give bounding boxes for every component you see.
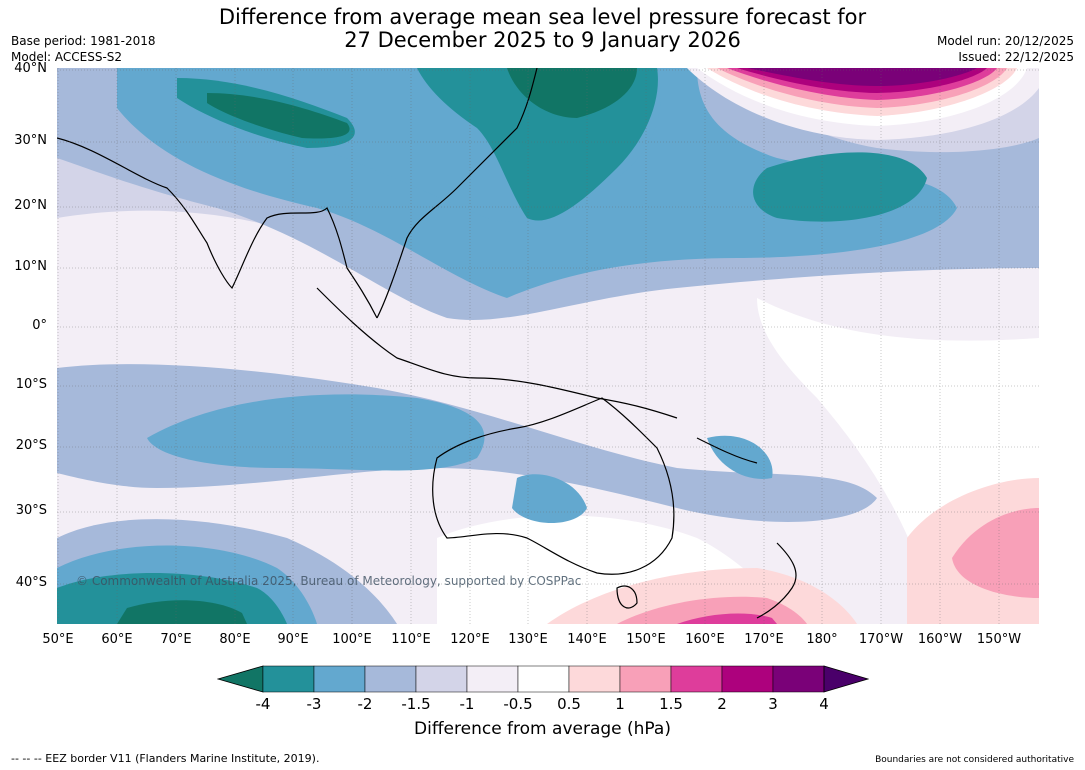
field-sp-high-2 bbox=[952, 508, 1039, 598]
colorbar-swatch bbox=[262, 665, 315, 693]
colorbar-label: Difference from average (hPa) bbox=[414, 719, 671, 739]
lat-label: 20°S bbox=[15, 438, 47, 453]
colorbar-tick-label: -3 bbox=[306, 695, 322, 713]
colorbar-swatch bbox=[466, 665, 519, 693]
lon-label: 160°E bbox=[685, 632, 725, 647]
coastlines bbox=[57, 68, 797, 619]
coast-maritime-continent bbox=[316, 287, 678, 419]
meta-right: Model run: 20/12/2025 Issued: 22/12/2025 bbox=[937, 33, 1074, 65]
lat-label: 20°N bbox=[14, 198, 47, 213]
colorbar-tick-label: 1 bbox=[615, 695, 625, 713]
colorbar-tick-label: 3 bbox=[768, 695, 778, 713]
coast-new-zealand bbox=[756, 542, 797, 619]
field-np-high-6 bbox=[747, 68, 977, 86]
colorbar-swatch bbox=[364, 665, 417, 693]
colorbar-arrow-low bbox=[216, 665, 264, 693]
coast-new-caledonia bbox=[696, 437, 758, 464]
lat-label: 10°N bbox=[14, 259, 47, 274]
colorbar-swatch bbox=[568, 665, 621, 693]
field-tibet-2 bbox=[207, 93, 350, 139]
lon-label: 180° bbox=[806, 632, 838, 647]
lon-label: 130°E bbox=[508, 632, 548, 647]
model-run-text: Model run: 20/12/2025 bbox=[936, 34, 1074, 48]
colorbar-tick-label: -1 bbox=[459, 695, 475, 713]
eez-note: -- -- -- EEZ border V11 (Flanders Marine… bbox=[11, 752, 320, 765]
lon-label: 140°E bbox=[567, 632, 607, 647]
lon-label: 150°E bbox=[626, 632, 666, 647]
field-north-core bbox=[507, 68, 637, 118]
colorbar-swatch bbox=[670, 665, 723, 693]
colorbar-arrow-high bbox=[823, 665, 870, 693]
lon-label: 60°E bbox=[101, 632, 133, 647]
field-tasman-high-3 bbox=[677, 613, 777, 624]
colorbar-swatch bbox=[619, 665, 672, 693]
meta-left: Base period: 1981-2018 Model: ACCESS-S2 bbox=[11, 33, 156, 65]
field-aus-low bbox=[512, 474, 587, 523]
colorbar bbox=[216, 665, 870, 697]
model-text: Model: ACCESS-S2 bbox=[11, 50, 123, 64]
lat-label: 40°N bbox=[14, 61, 47, 76]
chart-title-line1: Difference from average mean sea level p… bbox=[218, 5, 867, 29]
pressure-anomaly-map bbox=[57, 68, 1039, 624]
lon-label: 160°W bbox=[917, 632, 963, 647]
colorbar-tick-label: -1.5 bbox=[401, 695, 431, 713]
lon-label: 170°W bbox=[858, 632, 904, 647]
coast-tasmania bbox=[616, 585, 638, 609]
colorbar-swatch bbox=[415, 665, 468, 693]
lat-label: 0° bbox=[32, 318, 47, 333]
colorbar-tick-label: 2 bbox=[717, 695, 727, 713]
lat-label: 30°S bbox=[15, 503, 47, 518]
field-nw-pacific-low bbox=[753, 152, 927, 222]
field-belt-2 bbox=[147, 394, 485, 471]
lon-label: 110°E bbox=[391, 632, 431, 647]
copyright-text: © Commonwealth of Australia 2025, Bureau… bbox=[76, 574, 582, 588]
colorbar-tick-label: 0.5 bbox=[557, 695, 581, 713]
lon-label: 50°E bbox=[42, 632, 74, 647]
field-s-ocean-4 bbox=[117, 600, 247, 624]
chart-title-line2: 27 December 2025 to 9 January 2026 bbox=[344, 28, 741, 52]
base-period-text: Base period: 1981-2018 bbox=[11, 34, 156, 48]
lon-label: 170°E bbox=[744, 632, 784, 647]
colorbar-tick-label: 1.5 bbox=[659, 695, 683, 713]
colorbar-tick-label: -2 bbox=[357, 695, 373, 713]
coast-south-asia bbox=[57, 137, 378, 319]
colorbar-swatch bbox=[517, 665, 570, 693]
lon-label: 150°W bbox=[976, 632, 1022, 647]
colorbar-tick-label: -0.5 bbox=[503, 695, 533, 713]
coast-east-asia bbox=[376, 68, 538, 319]
lon-label: 120°E bbox=[450, 632, 490, 647]
lon-label: 90°E bbox=[277, 632, 309, 647]
colorbar-tick-label: 4 bbox=[819, 695, 829, 713]
coast-australia bbox=[432, 397, 675, 575]
issued-text: Issued: 22/12/2025 bbox=[958, 50, 1074, 64]
colorbar-swatch bbox=[313, 665, 366, 693]
lon-label: 80°E bbox=[219, 632, 251, 647]
lat-label: 40°S bbox=[15, 575, 47, 590]
lon-label: 100°E bbox=[332, 632, 372, 647]
lat-label: 10°S bbox=[15, 377, 47, 392]
colorbar-swatch bbox=[772, 665, 825, 693]
colorbar-swatch bbox=[721, 665, 774, 693]
lon-label: 70°E bbox=[160, 632, 192, 647]
boundaries-note: Boundaries are not considered authoritat… bbox=[875, 755, 1074, 765]
colorbar-tick-label: -4 bbox=[255, 695, 271, 713]
lat-label: 30°N bbox=[14, 133, 47, 148]
